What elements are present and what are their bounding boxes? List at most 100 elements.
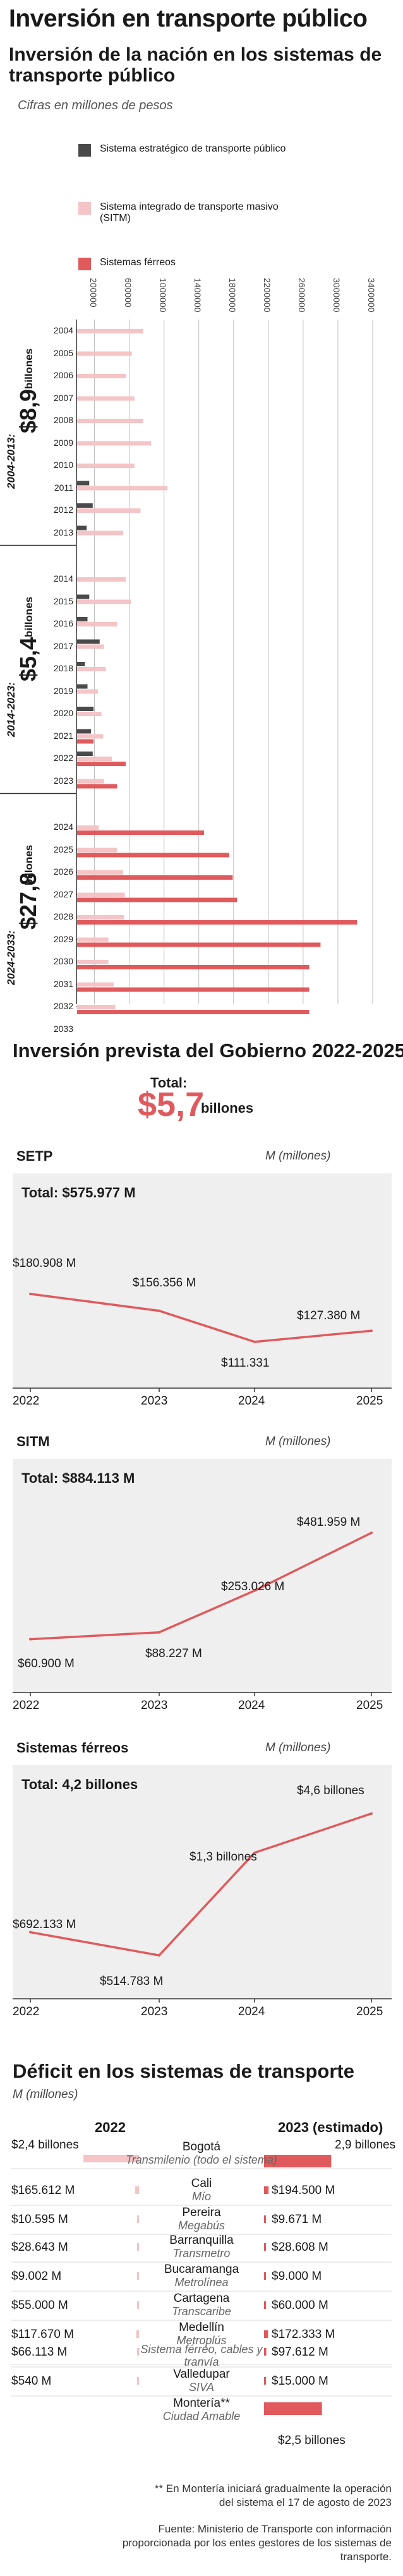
deficit-value-2023: $97.612 M (272, 2345, 328, 2359)
bar-ferreo (77, 897, 238, 902)
bar-setp (77, 662, 85, 666)
deficit-value-2022: $9.002 M (11, 2270, 62, 2283)
year-label: 2026 (53, 866, 73, 877)
bar-ferreo (77, 875, 233, 880)
year-label: 2006 (53, 370, 73, 380)
bar-sitm (77, 486, 168, 491)
year-label: 2018 (53, 663, 73, 673)
bar-setp (77, 594, 90, 599)
data-label: $156.356 M (133, 1276, 196, 1290)
deficit-city: Pereira (182, 2206, 221, 2219)
data-label: $127.380 M (297, 1309, 361, 1322)
x-axis-label: 2025 (356, 1394, 383, 1408)
bar-sitm (77, 419, 143, 423)
deficit-city: Cali (191, 2177, 212, 2190)
bar-sitm (77, 937, 109, 942)
bar-sitm (77, 779, 104, 784)
bar-sitm (77, 441, 151, 446)
bar-ferreo (77, 784, 117, 789)
x-tick-label: 1800000 (227, 278, 238, 313)
bar-sitm (77, 396, 135, 401)
bar-sitm (77, 599, 131, 604)
data-label: $253.026 M (221, 1580, 285, 1593)
bar-ferreo (77, 739, 94, 744)
data-point (158, 1954, 160, 1957)
period-total: $5,4 (15, 637, 41, 681)
x-tick-label: 2200000 (262, 278, 272, 313)
line-chart-svg (13, 1292, 392, 1392)
data-point (29, 1292, 32, 1295)
bar-sitm (77, 530, 123, 536)
year-label: 2016 (53, 618, 73, 628)
data-label: $481.959 M (297, 1516, 361, 1529)
year-label: 2020 (53, 708, 73, 718)
bar-setp (77, 684, 88, 689)
bar-ferreo (77, 1010, 310, 1014)
deficit-bar-2023 (264, 2301, 266, 2309)
year-label: 2029 (53, 933, 73, 944)
data-point (370, 1812, 373, 1815)
panel-background (13, 1459, 392, 1692)
year-label: 2028 (53, 911, 73, 921)
deficit-city: Barranquilla (169, 2234, 234, 2247)
deficit-value-2023: $194.500 M (272, 2184, 335, 2197)
deficit-system: Transcaribe (172, 2305, 231, 2318)
year-label: 2010 (53, 460, 73, 470)
legend-label-ferreo: Sistemas férreos (100, 257, 176, 268)
x-axis-label: 2024 (238, 1394, 265, 1408)
deficit-city: Medellín (179, 2321, 224, 2334)
deficit-city: Valledupar (173, 2368, 230, 2381)
deficit-value-2023: $9.000 M (272, 2270, 322, 2283)
bar-setp (77, 639, 100, 644)
year-label: 2004 (53, 325, 73, 335)
year-label: 2022 (53, 753, 73, 763)
deficit-system: Transmetro (172, 2247, 231, 2260)
bar-chart-svg (0, 320, 373, 1014)
x-axis-label: 2023 (141, 2005, 168, 2018)
x-axis-label: 2025 (356, 2005, 383, 2018)
bar-setp (77, 729, 92, 734)
data-point (29, 1931, 32, 1934)
deficit-bar-2023 (264, 2215, 266, 2223)
panel-title: SETP (16, 1148, 53, 1164)
year-label: 2025 (53, 844, 73, 854)
year-label: 2023 (53, 775, 73, 786)
bar-sitm (77, 734, 104, 739)
deficit-value-2022: $28.643 M (11, 2241, 68, 2254)
deficit-city: Montería** (173, 2397, 230, 2410)
bar-setp (77, 525, 87, 530)
x-axis-label: 2023 (141, 1394, 168, 1408)
deficit-bar-2022 (137, 2215, 139, 2223)
data-point (29, 1638, 32, 1641)
deficit-bar-2022 (137, 2243, 139, 2251)
deficit-value-2022: $165.612 M (11, 2184, 75, 2197)
deficit-value-2022: $55.000 M (11, 2299, 68, 2312)
panel-unit: M (millones) (265, 1149, 331, 1163)
year-label: 2009 (53, 437, 73, 448)
deficit-system: SIVA (188, 2381, 215, 2393)
x-tick-label: 3400000 (366, 278, 376, 313)
deficit-value-2023: $15.000 M (272, 2375, 328, 2388)
bar-sitm (77, 757, 112, 761)
data-point (253, 1851, 256, 1854)
data-label: $514.783 M (100, 1975, 164, 1988)
data-point (370, 1329, 373, 1333)
x-axis-label: 2024 (238, 2005, 265, 2018)
deficit-bar-2022 (137, 2272, 139, 2280)
legend-swatch-sitm: Sistema integrado de transporte masivo (… (78, 201, 279, 224)
panel-unit: M (millones) (265, 1435, 331, 1448)
period-label: 2014-2023: (5, 681, 17, 737)
deficit-bar-2022 (137, 2377, 139, 2385)
panel-title: SITM (16, 1434, 50, 1449)
deficit-svg (11, 2155, 392, 2415)
year-label: 2007 (53, 392, 73, 403)
panel-background (13, 1173, 392, 1388)
x-tick-label: 2600000 (296, 278, 307, 313)
chart-subtitle: Inversión de la nación en los sistemas d… (9, 44, 382, 86)
data-point (370, 1531, 373, 1535)
bar-sitm (77, 464, 135, 468)
year-label: 2032 (53, 1001, 73, 1011)
bar-ferreo (77, 853, 229, 858)
bar-sitm (77, 825, 99, 830)
deficit-value-2022: $66.113 M (11, 2345, 68, 2359)
